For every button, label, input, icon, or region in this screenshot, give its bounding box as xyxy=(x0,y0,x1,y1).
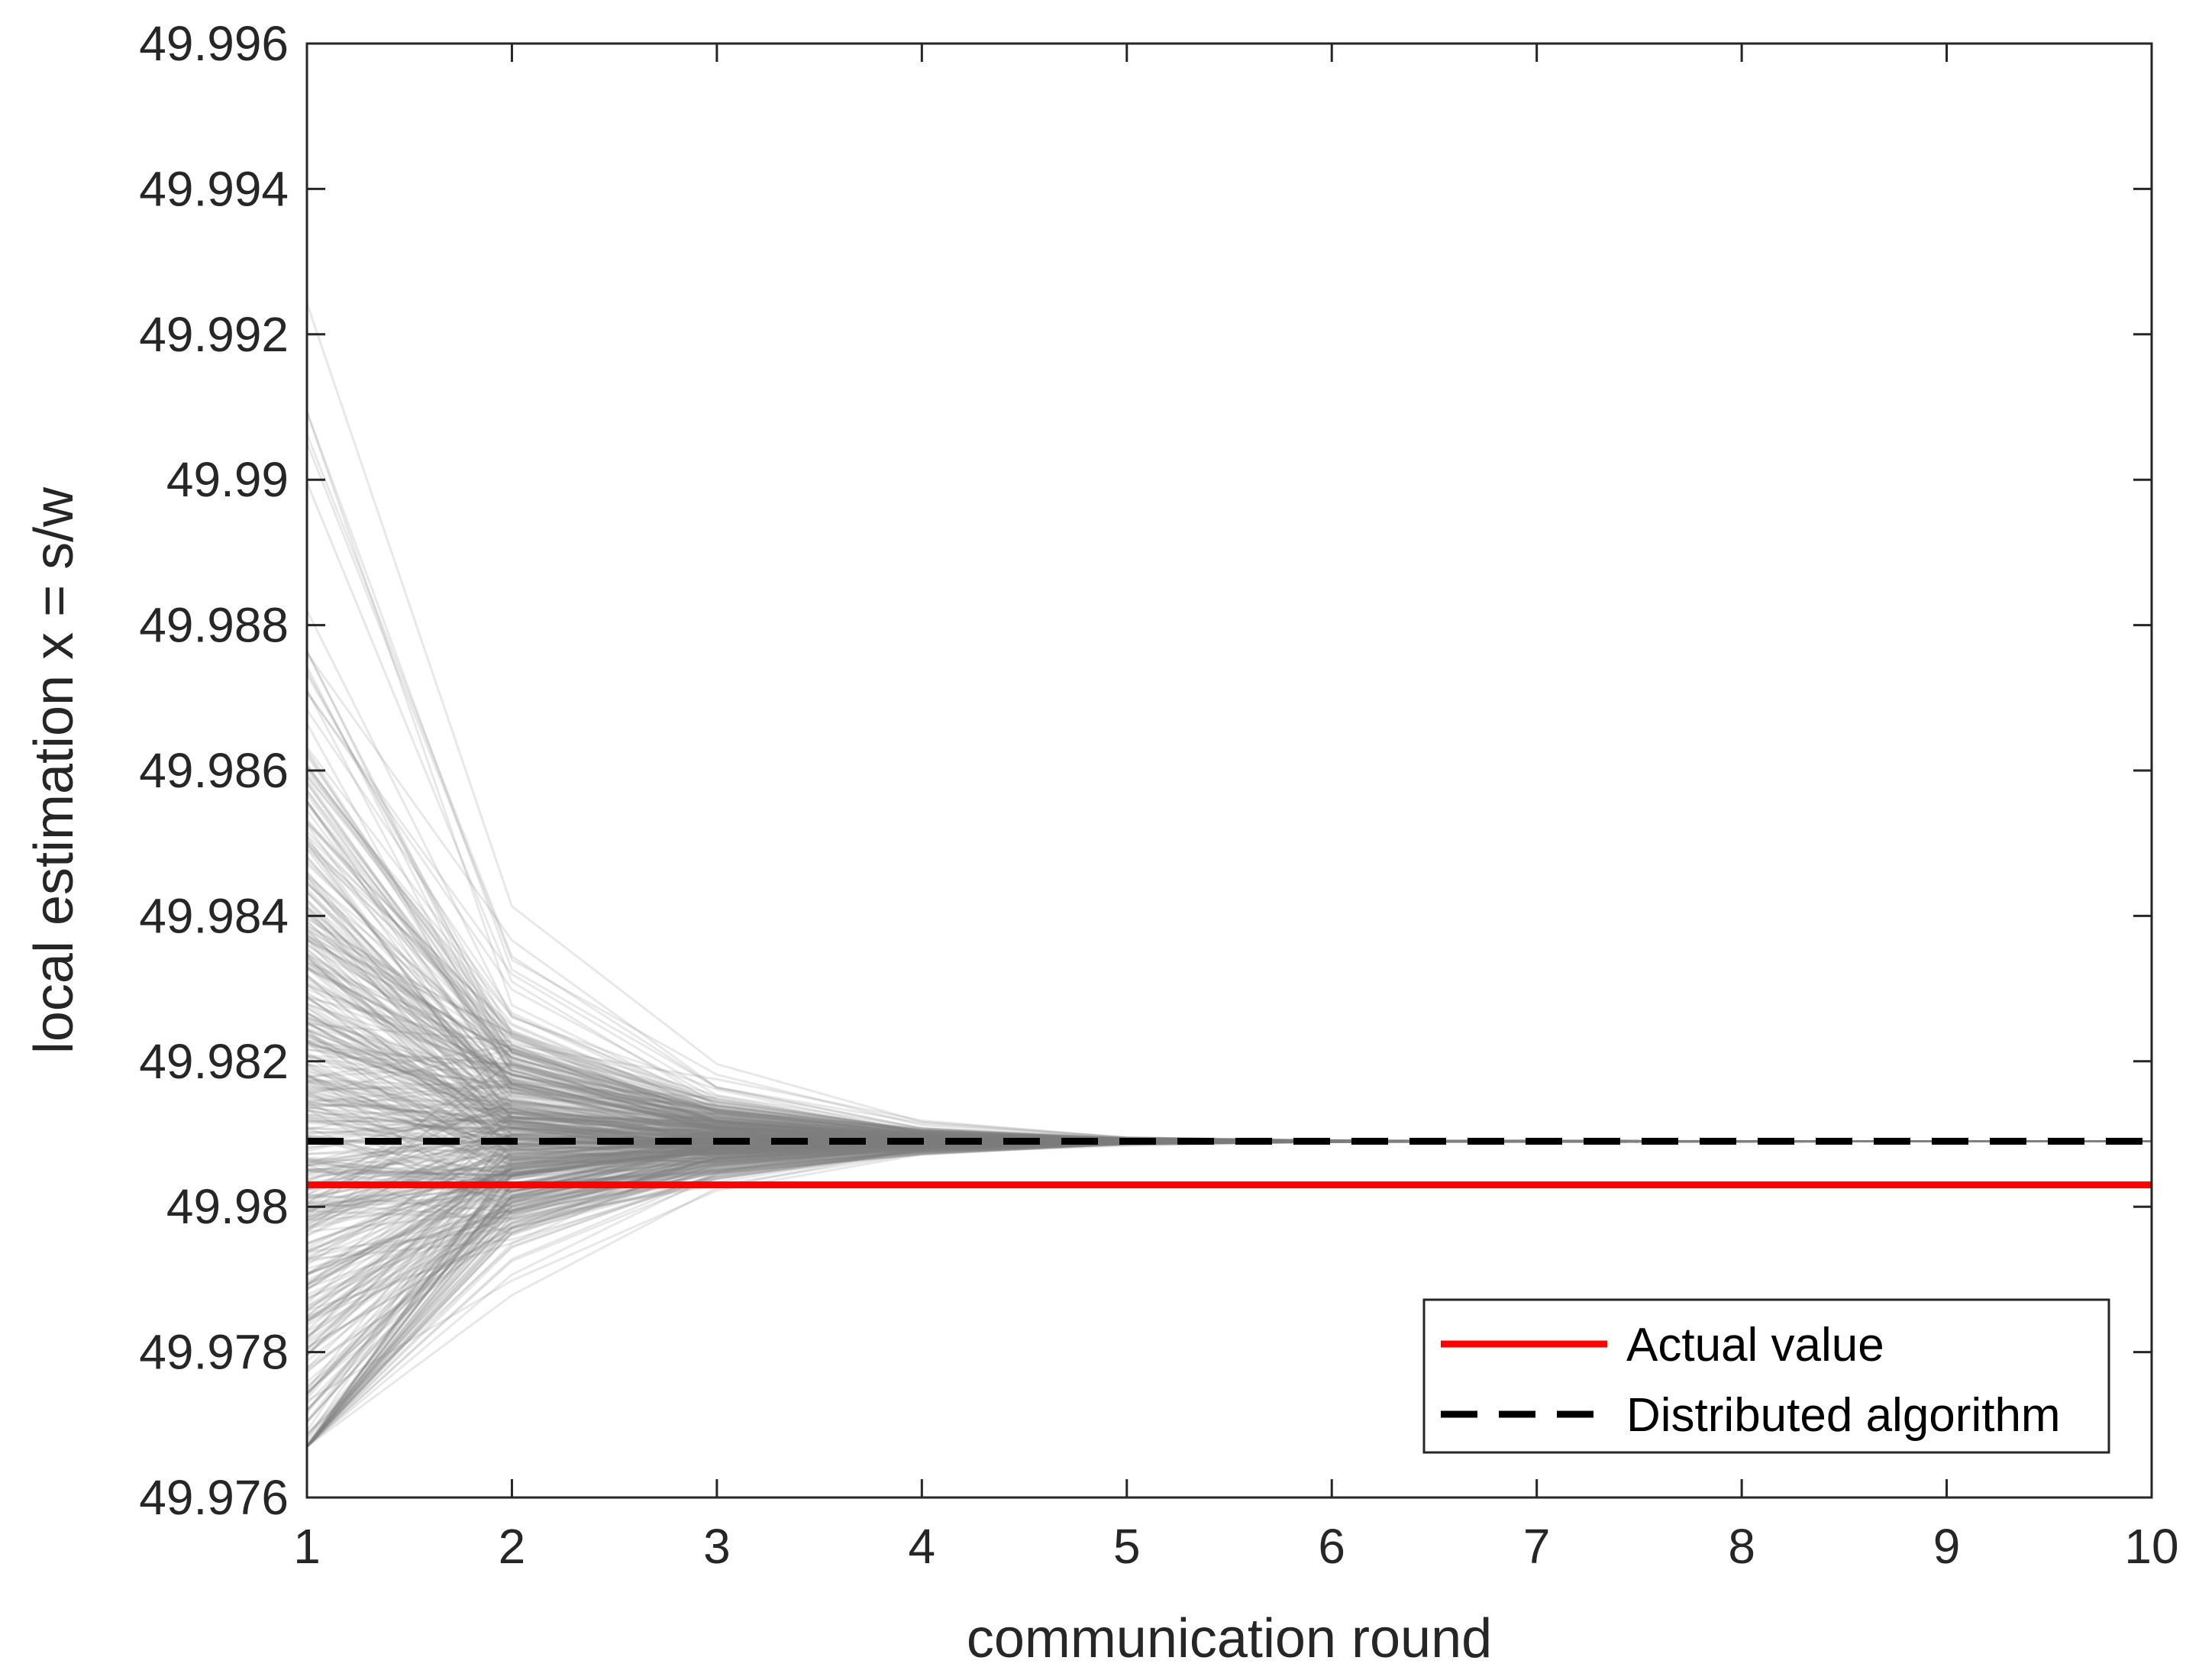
x-tick-label: 1 xyxy=(293,1519,321,1574)
x-tick-label: 7 xyxy=(1523,1519,1551,1574)
x-tick-label: 5 xyxy=(1113,1519,1141,1574)
x-tick-label: 10 xyxy=(2124,1519,2178,1574)
y-tick-label: 49.994 xyxy=(139,161,289,216)
y-tick-label: 49.996 xyxy=(139,16,289,71)
tick-labels: 1 2 3 4 5 6 7 8 9 10 49.976 49.978 49.98 49.982 49.984… xyxy=(139,16,2178,1574)
x-tick-label: 9 xyxy=(1933,1519,1961,1574)
y-tick-label: 49.976 xyxy=(139,1470,289,1525)
y-tick-label: 49.982 xyxy=(139,1034,289,1089)
x-tick-label: 2 xyxy=(499,1519,526,1574)
x-tick-label: 6 xyxy=(1318,1519,1345,1574)
x-axis-label: communication round xyxy=(967,1608,1492,1669)
y-tick-label: 49.992 xyxy=(139,307,289,362)
y-tick-label: 49.98 xyxy=(166,1179,289,1234)
legend-label: Actual value xyxy=(1626,1319,1884,1371)
x-tick-label: 8 xyxy=(1728,1519,1755,1574)
y-tick-label: 49.986 xyxy=(139,743,289,798)
legend-label: Distributed algorithm xyxy=(1626,1389,2061,1442)
x-tick-label: 3 xyxy=(703,1519,731,1574)
x-tick-label: 4 xyxy=(909,1519,936,1574)
y-axis-label: local estimation x = s/w xyxy=(24,486,85,1054)
axes xyxy=(305,42,2153,1499)
y-tick-label: 49.99 xyxy=(166,452,289,507)
y-tick-label: 49.978 xyxy=(139,1325,289,1380)
legend: Actual value Distributed algorithm xyxy=(1422,1298,2110,1454)
legend-box xyxy=(1422,1298,2110,1454)
series-lines xyxy=(307,1138,2152,1189)
y-tick-label: 49.984 xyxy=(139,888,289,943)
y-tick-label: 49.988 xyxy=(139,598,289,653)
